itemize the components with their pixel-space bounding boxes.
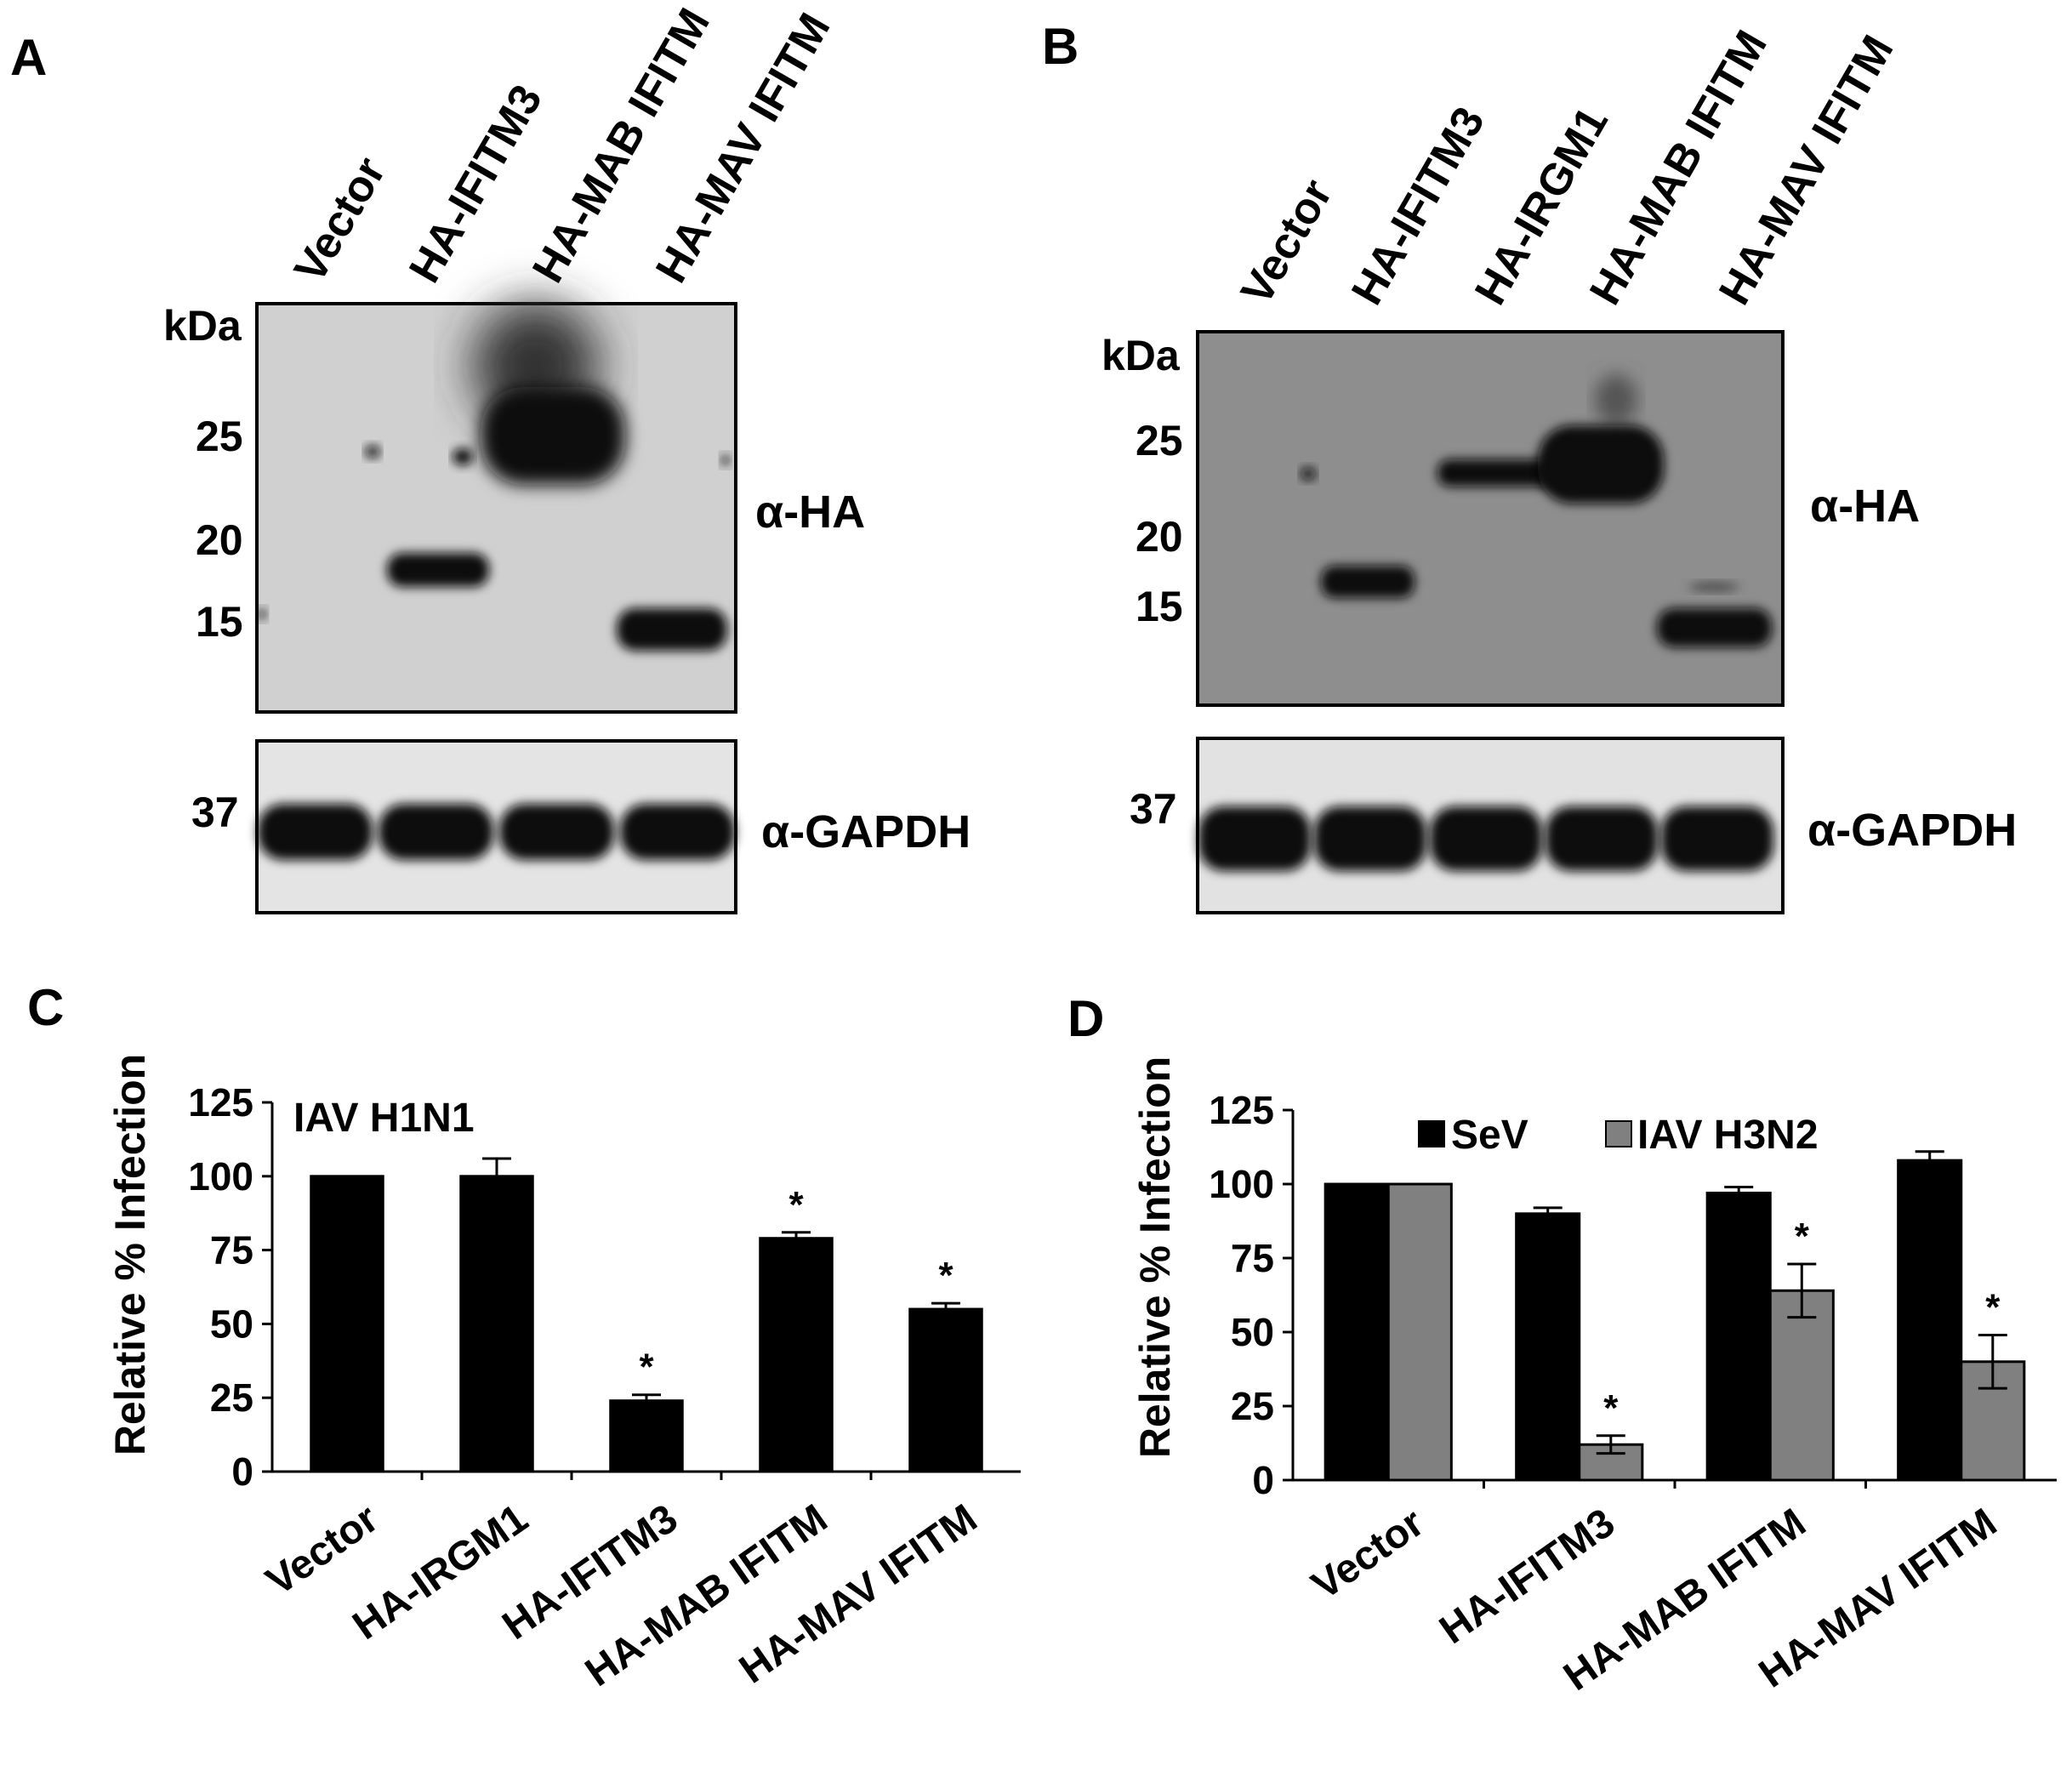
significance-marker: * (788, 1184, 804, 1226)
bar (1897, 1159, 1963, 1482)
panel-c-letter: C (27, 979, 64, 1036)
bar (1386, 1182, 1453, 1482)
significance-marker: * (938, 1255, 953, 1296)
panel-b-kda-label: kDa (1101, 332, 1181, 379)
significance-marker: * (1603, 1387, 1619, 1429)
chart-d-y-axis-label: Relative % Infection (1131, 1056, 1179, 1458)
y-tick-label: 100 (1209, 1162, 1274, 1206)
y-tick-label: 75 (1231, 1236, 1274, 1280)
bar (1323, 1182, 1390, 1482)
panel-a-gapdh-blot (255, 739, 737, 914)
y-tick-label: 25 (1231, 1384, 1274, 1428)
panel-a-ha-blot (255, 302, 737, 714)
panel-b-marker-37: 37 (1130, 785, 1177, 833)
panel-a-ha-antibody: α-HA (755, 487, 865, 538)
panel-a-marker-37: 37 (191, 789, 239, 836)
bar (310, 1175, 384, 1473)
legend-swatch-sev (1418, 1120, 1445, 1147)
x-category-label: Vector (259, 1496, 387, 1605)
y-tick-label: 75 (210, 1228, 253, 1273)
bar (1705, 1191, 1772, 1482)
panel-a-marker-20: 20 (196, 516, 243, 564)
y-tick-label: 50 (210, 1301, 253, 1346)
bar (908, 1307, 983, 1473)
chart-d-legend: SeV IAV H3N2 (1418, 1113, 1819, 1158)
panel-b-ha-antibody: α-HA (1810, 481, 1920, 532)
panel-b-lane-label: Vector (1232, 171, 1342, 313)
bar (609, 1399, 684, 1473)
panel-b-gapdh-blot (1196, 737, 1785, 914)
legend-label-sev: SeV (1451, 1113, 1528, 1158)
y-tick-label: 125 (188, 1080, 253, 1125)
chart-c-annotation: IAV H1N1 (293, 1096, 475, 1141)
chart-c-plot: 0255075100125VectorHA-IRGM1HA-IFITM3HA-M… (188, 1080, 1021, 1695)
y-tick-label: 0 (231, 1449, 253, 1494)
panel-a-gapdh-antibody: α-GAPDH (761, 806, 971, 857)
significance-marker: * (1985, 1286, 2001, 1328)
bar (759, 1237, 834, 1473)
panel-a-marker-15: 15 (196, 598, 243, 646)
panel-b-gapdh-antibody: α-GAPDH (1807, 805, 2017, 856)
panel-b-marker-20: 20 (1136, 513, 1183, 561)
panel-a-kda-label: kDa (163, 302, 242, 350)
panel-a-lane-label: Vector (285, 149, 396, 291)
x-category-label: HA-IFITM3 (1432, 1501, 1623, 1654)
bar (1768, 1289, 1835, 1482)
panel-b-letter: B (1042, 18, 1079, 75)
panel-d-letter: D (1067, 990, 1104, 1047)
panel-b-marker-25: 25 (1136, 417, 1183, 464)
significance-marker: * (1795, 1216, 1810, 1257)
legend-swatch-iav-h3n2 (1605, 1120, 1632, 1147)
y-tick-label: 25 (210, 1375, 253, 1420)
chart-c-y-axis-label: Relative % Infection (106, 1054, 154, 1455)
legend-label-iav-h3n2: IAV H3N2 (1637, 1113, 1819, 1158)
x-category-label: Vector (1304, 1501, 1432, 1609)
panel-a-marker-25: 25 (196, 413, 243, 460)
y-tick-label: 100 (188, 1154, 253, 1199)
bar (1515, 1212, 1581, 1482)
significance-marker: * (639, 1347, 654, 1388)
panel-a-letter: A (10, 29, 47, 86)
y-tick-label: 0 (1252, 1458, 1274, 1502)
panel-b-ha-blot (1196, 330, 1785, 707)
y-tick-label: 125 (1209, 1088, 1274, 1132)
panel-b-marker-15: 15 (1136, 583, 1183, 630)
y-tick-label: 50 (1231, 1310, 1274, 1354)
bar (459, 1175, 534, 1473)
